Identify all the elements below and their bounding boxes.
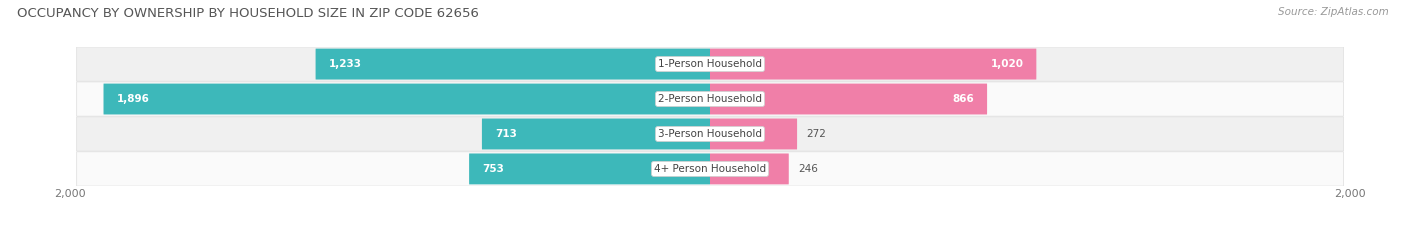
Text: Source: ZipAtlas.com: Source: ZipAtlas.com: [1278, 7, 1389, 17]
Text: 246: 246: [799, 164, 818, 174]
Text: 753: 753: [482, 164, 503, 174]
FancyBboxPatch shape: [482, 119, 710, 149]
Text: 1,896: 1,896: [117, 94, 149, 104]
FancyBboxPatch shape: [315, 49, 710, 79]
FancyBboxPatch shape: [710, 84, 987, 114]
FancyBboxPatch shape: [104, 84, 710, 114]
FancyBboxPatch shape: [710, 49, 1036, 79]
Text: 2-Person Household: 2-Person Household: [658, 94, 762, 104]
FancyBboxPatch shape: [77, 117, 1343, 151]
Text: 866: 866: [952, 94, 974, 104]
Text: 1,020: 1,020: [990, 59, 1024, 69]
Text: OCCUPANCY BY OWNERSHIP BY HOUSEHOLD SIZE IN ZIP CODE 62656: OCCUPANCY BY OWNERSHIP BY HOUSEHOLD SIZE…: [17, 7, 479, 20]
FancyBboxPatch shape: [77, 152, 1343, 186]
Text: 3-Person Household: 3-Person Household: [658, 129, 762, 139]
FancyBboxPatch shape: [470, 154, 710, 184]
FancyBboxPatch shape: [710, 154, 789, 184]
Text: 4+ Person Household: 4+ Person Household: [654, 164, 766, 174]
FancyBboxPatch shape: [77, 47, 1343, 81]
Text: 1-Person Household: 1-Person Household: [658, 59, 762, 69]
Text: 1,233: 1,233: [329, 59, 361, 69]
Text: 713: 713: [495, 129, 516, 139]
FancyBboxPatch shape: [710, 119, 797, 149]
Text: 272: 272: [807, 129, 827, 139]
FancyBboxPatch shape: [77, 82, 1343, 116]
